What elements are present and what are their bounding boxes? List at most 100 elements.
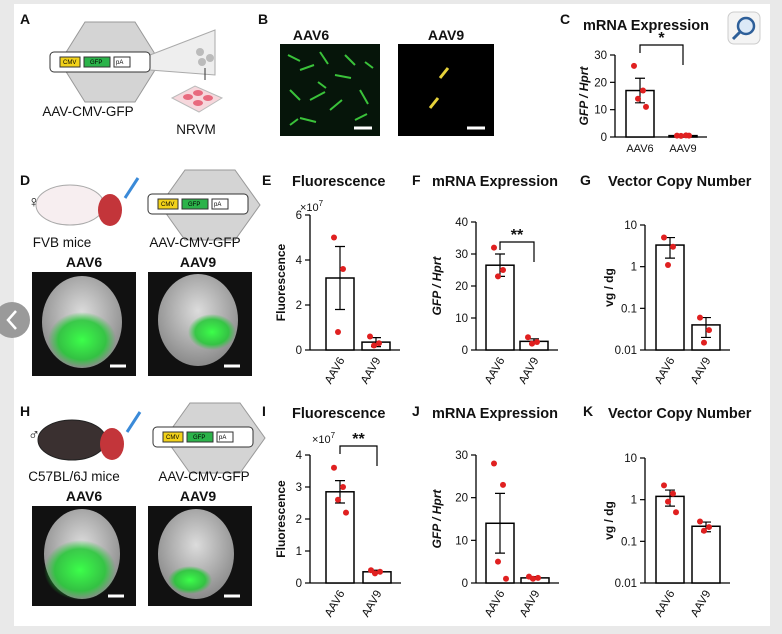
- axis-multiplier: ×107: [300, 199, 324, 214]
- x-tick-label: AAV6: [626, 143, 653, 155]
- data-point: [340, 266, 346, 272]
- significance-bracket: [499, 241, 535, 262]
- y-axis-label: Fluorescence: [274, 243, 288, 321]
- significance-label: *: [658, 30, 665, 47]
- image-label: AAV9: [428, 27, 465, 43]
- plasmid-label: GFP: [193, 435, 205, 441]
- y-tick-label: 30: [455, 249, 468, 261]
- data-point: [686, 132, 692, 139]
- panel-letter: B: [258, 11, 268, 27]
- panel-letter: G: [580, 172, 591, 188]
- y-tick-label: 1: [631, 262, 637, 274]
- cell: [428, 97, 440, 109]
- y-axis-label: vg / dg: [602, 501, 616, 540]
- data-point: [335, 329, 341, 335]
- significance-label: **: [511, 227, 524, 244]
- data-point: [697, 518, 703, 525]
- y-tick-label: 0.01: [615, 345, 637, 357]
- caption: C57BL/6J mice: [28, 469, 120, 484]
- chart-title: mRNA Expression: [432, 406, 558, 422]
- pa-box: [211, 198, 229, 210]
- axis-multiplier: ×107: [312, 431, 336, 446]
- panel-letter: J: [412, 403, 420, 419]
- significance-bracket: [639, 44, 684, 65]
- y-tick-label: 40: [455, 217, 468, 229]
- previous-button[interactable]: [0, 302, 30, 338]
- zoom-button[interactable]: [727, 11, 761, 45]
- sex-symbol: ♂: [28, 427, 40, 444]
- data-point: [670, 490, 676, 497]
- y-tick-label: 10: [594, 105, 607, 117]
- caption: AAV-CMV-GFP: [149, 235, 240, 250]
- panel-letter: C: [560, 11, 570, 27]
- y-tick-label: 0: [601, 132, 607, 144]
- y-tick-label: 0: [462, 345, 468, 357]
- plasmid-label: GFP: [188, 202, 200, 208]
- y-tick-label: 4: [296, 450, 303, 462]
- y-tick-label: 0: [462, 578, 468, 590]
- y-tick-label: 6: [296, 210, 302, 222]
- gfp-signal: [48, 312, 116, 368]
- mouse: [37, 419, 107, 461]
- data-point: [706, 524, 712, 531]
- data-point: [640, 87, 646, 94]
- y-tick-label: 20: [594, 77, 607, 89]
- data-point: [529, 340, 535, 347]
- data-point: [673, 509, 679, 516]
- data-point: [701, 339, 707, 346]
- data-point: [491, 460, 497, 467]
- data-point: [500, 481, 506, 488]
- gfp-box: [186, 431, 214, 443]
- cmv-box: [162, 431, 184, 443]
- y-tick-label: 4: [296, 255, 303, 267]
- cmv-box: [157, 198, 179, 210]
- syringe: [123, 177, 140, 199]
- y-tick-label: 10: [624, 220, 637, 232]
- heart-icon: [100, 428, 124, 460]
- cmv-box: [59, 56, 81, 68]
- virus-dot: [196, 48, 204, 56]
- data-point: [530, 575, 536, 582]
- multiplier-exponent: 7: [319, 199, 324, 208]
- y-tick-label: 30: [455, 450, 468, 462]
- pa-box: [113, 56, 131, 68]
- y-tick-label: 0.01: [615, 578, 637, 590]
- panel-letter: I: [262, 403, 266, 419]
- image-label: AAV6: [293, 27, 330, 43]
- data-point: [678, 132, 684, 139]
- y-tick-label: 30: [594, 50, 607, 62]
- gfp-signal: [188, 314, 236, 350]
- data-point: [495, 558, 501, 565]
- micrograph: [398, 44, 494, 136]
- data-point: [331, 464, 337, 471]
- data-point: [377, 568, 383, 575]
- y-tick-label: 2: [296, 300, 302, 312]
- data-point: [665, 261, 671, 268]
- x-tick-label: AAV9: [669, 143, 696, 155]
- plasmid-label: CMV: [161, 202, 174, 208]
- plasmid-label: pA: [219, 435, 226, 441]
- chart-title: Vector Copy Number: [608, 174, 752, 190]
- data-point: [371, 342, 377, 349]
- syringe: [125, 411, 142, 433]
- well: [183, 94, 193, 100]
- y-tick-label: 0.1: [621, 303, 637, 315]
- well: [193, 100, 203, 106]
- y-axis-label: Fluorescence: [274, 480, 288, 558]
- y-tick-label: 1: [631, 495, 637, 507]
- bar: [691, 525, 721, 584]
- y-axis-label: GFP / Hprt: [430, 256, 444, 316]
- mouse: [35, 184, 105, 226]
- multiplier-base: ×10: [300, 202, 319, 214]
- data-point: [335, 496, 341, 503]
- data-point: [495, 273, 501, 280]
- well: [193, 90, 203, 96]
- y-tick-label: 2: [296, 514, 302, 526]
- data-point: [701, 527, 707, 534]
- chart-title: Vector Copy Number: [608, 406, 752, 422]
- bar: [625, 89, 655, 138]
- virus-dot: [198, 58, 206, 66]
- data-point: [491, 244, 497, 251]
